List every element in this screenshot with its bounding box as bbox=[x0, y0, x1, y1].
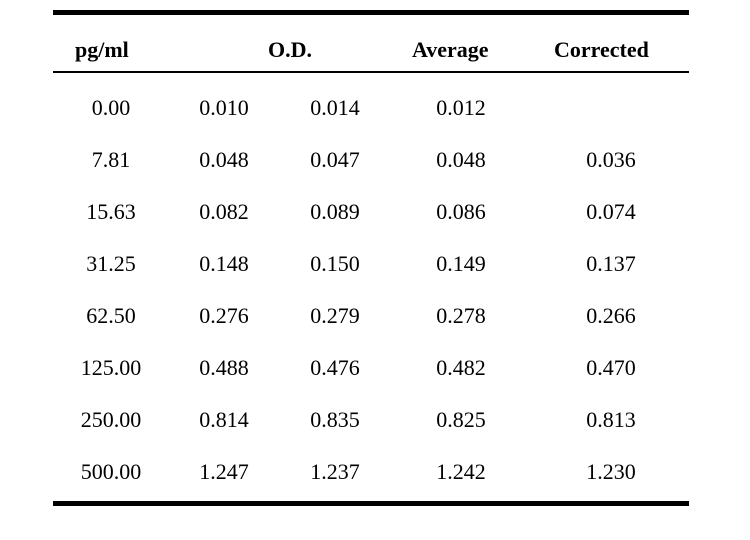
table-top-rule bbox=[53, 10, 689, 15]
cell-corrected: 1.230 bbox=[586, 459, 636, 484]
table-row: 15.63 0.082 0.089 0.086 0.074 bbox=[53, 179, 689, 231]
cell-od-2: 0.014 bbox=[310, 95, 360, 120]
cell-concentration: 31.25 bbox=[86, 251, 136, 276]
cell-od-1: 0.814 bbox=[199, 407, 249, 432]
cell-od-2: 0.089 bbox=[310, 199, 360, 224]
table-row: 125.00 0.488 0.476 0.482 0.470 bbox=[53, 335, 689, 387]
table-header-rule bbox=[53, 71, 689, 73]
table-body: 0.00 0.010 0.014 0.012 7.81 0.048 0.047 … bbox=[53, 73, 689, 491]
table-row: 250.00 0.814 0.835 0.825 0.813 bbox=[53, 387, 689, 439]
cell-corrected: 0.137 bbox=[586, 251, 636, 276]
table-row: 31.25 0.148 0.150 0.149 0.137 bbox=[53, 231, 689, 283]
header-average: Average bbox=[412, 37, 489, 62]
cell-corrected: 0.470 bbox=[586, 355, 636, 380]
cell-average: 0.278 bbox=[436, 303, 486, 328]
cell-od-2: 0.150 bbox=[310, 251, 360, 276]
cell-od-1: 0.148 bbox=[199, 251, 249, 276]
table-row: 62.50 0.276 0.279 0.278 0.266 bbox=[53, 283, 689, 335]
cell-concentration: 500.00 bbox=[80, 459, 142, 484]
header-od: O.D. bbox=[268, 37, 312, 62]
cell-average: 0.482 bbox=[436, 355, 486, 380]
cell-od-2: 0.279 bbox=[310, 303, 360, 328]
cell-concentration: 62.50 bbox=[86, 303, 136, 328]
header-corrected: Corrected bbox=[554, 37, 649, 62]
cell-average: 0.048 bbox=[436, 147, 486, 172]
cell-average: 0.086 bbox=[436, 199, 486, 224]
cell-corrected: 0.036 bbox=[586, 147, 636, 172]
table-row: 7.81 0.048 0.047 0.048 0.036 bbox=[53, 127, 689, 179]
table-header-row: pg/ml O.D. Average Corrected bbox=[53, 15, 689, 71]
cell-corrected: 0.266 bbox=[586, 303, 636, 328]
table-bottom-rule bbox=[53, 501, 689, 506]
standard-curve-table: pg/ml O.D. Average Corrected 0.00 0.010 … bbox=[53, 10, 689, 506]
cell-corrected: 0.074 bbox=[586, 199, 636, 224]
cell-od-2: 0.476 bbox=[310, 355, 360, 380]
cell-concentration: 15.63 bbox=[86, 199, 136, 224]
cell-od-1: 0.488 bbox=[199, 355, 249, 380]
header-concentration: pg/ml bbox=[75, 37, 129, 62]
cell-corrected: 0.813 bbox=[586, 407, 636, 432]
cell-concentration: 0.00 bbox=[91, 95, 131, 120]
cell-average: 0.012 bbox=[436, 95, 486, 120]
cell-average: 0.825 bbox=[436, 407, 486, 432]
cell-od-2: 0.047 bbox=[310, 147, 360, 172]
cell-concentration: 7.81 bbox=[91, 147, 131, 172]
cell-od-1: 0.048 bbox=[199, 147, 249, 172]
table-row: 500.00 1.247 1.237 1.242 1.230 bbox=[53, 439, 689, 491]
cell-od-1: 0.276 bbox=[199, 303, 249, 328]
cell-average: 0.149 bbox=[436, 251, 486, 276]
cell-od-2: 0.835 bbox=[310, 407, 360, 432]
cell-concentration: 250.00 bbox=[80, 407, 142, 432]
cell-concentration: 125.00 bbox=[80, 355, 142, 380]
cell-average: 1.242 bbox=[436, 459, 486, 484]
cell-od-1: 0.010 bbox=[199, 95, 249, 120]
cell-od-2: 1.237 bbox=[310, 459, 360, 484]
table-row: 0.00 0.010 0.014 0.012 bbox=[53, 75, 689, 127]
cell-od-1: 1.247 bbox=[199, 459, 249, 484]
cell-od-1: 0.082 bbox=[199, 199, 249, 224]
